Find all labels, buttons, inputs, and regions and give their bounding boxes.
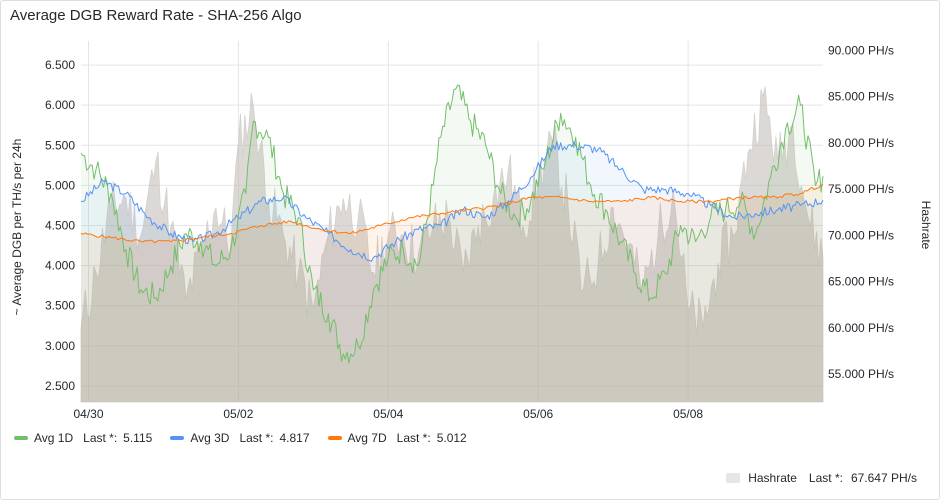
right-tick-label: 90.000 PH/s — [828, 43, 894, 57]
legend-value-avg3d: 4.817 — [279, 431, 310, 445]
avg1d-series-line — [80, 84, 824, 364]
left-tick-label: 6.000 — [45, 98, 75, 112]
legend-value-hashrate: 67.647 PH/s — [850, 471, 917, 485]
right-tick-label: 65.000 PH/s — [828, 275, 894, 289]
legend-label-avg1d: Avg 1D — [34, 431, 74, 445]
legend-item-avg3d[interactable]: Avg 3D Last *: 4.817 — [170, 431, 310, 445]
right-tick-label: 80.000 PH/s — [828, 136, 894, 150]
series-fills — [81, 85, 823, 402]
x-tick-label: 05/06 — [523, 407, 553, 421]
panel-title: Average DGB Reward Rate - SHA-256 Algo — [10, 7, 302, 24]
legend: Avg 1D Last *: 5.115 Avg 3D Last *: 4.81… — [14, 431, 467, 445]
legend-label-hashrate: Hashrate — [748, 471, 797, 485]
legend-item-avg1d[interactable]: Avg 1D Last *: 5.115 — [14, 431, 152, 445]
left-axis-label: ~ Average DGB per TH/s per 24h — [10, 139, 24, 316]
x-tick-label: 05/08 — [673, 407, 703, 421]
right-axis: 55.000 PH/s 60.000 PH/s 65.000 PH/s 70.000 … — [828, 43, 894, 381]
right-tick-label: 60.000 PH/s — [828, 321, 894, 335]
x-tick-label: 05/04 — [373, 407, 403, 421]
legend-swatch-hashrate — [726, 473, 741, 483]
legend-swatch-avg3d — [170, 436, 185, 440]
left-tick-label: 2.500 — [45, 379, 75, 393]
series-lines — [80, 84, 824, 364]
left-tick-label: 3.500 — [45, 299, 75, 313]
left-tick-label: 3.000 — [45, 339, 75, 353]
legend-label-avg3d: Avg 3D — [190, 431, 230, 445]
legend-stat-hashrate: Last *: — [808, 471, 843, 485]
right-tick-label: 75.000 PH/s — [828, 182, 894, 196]
right-tick-label: 55.000 PH/s — [828, 367, 894, 381]
right-axis-label: Hashrate — [919, 201, 933, 250]
left-axis: 2.500 3.000 3.500 4.000 4.500 5.000 5.500 6.000… — [45, 58, 75, 393]
legend-stat-avg1d: Last *: — [83, 431, 118, 445]
x-tick-label: 04/30 — [73, 407, 103, 421]
avg3d-series-fill — [81, 141, 823, 402]
legend-label-avg7d: Avg 7D — [347, 431, 387, 445]
left-tick-label: 4.000 — [45, 259, 75, 273]
avg1d-series-fill — [81, 85, 823, 402]
legend-swatch-avg1d — [14, 436, 28, 440]
avg3d-series-line — [81, 140, 824, 262]
x-tick-label: 05/02 — [223, 407, 253, 421]
legend-item-hashrate[interactable]: Hashrate Last *: 67.647 PH/s — [726, 471, 917, 485]
legend-stat-avg7d: Last *: — [396, 431, 431, 445]
right-tick-label: 85.000 PH/s — [828, 90, 894, 104]
chart-svg: 2.500 3.000 3.500 4.000 4.500 5.000 5.500 6.000… — [10, 41, 933, 421]
x-axis: 04/30 05/02 05/04 05/06 05/08 — [73, 407, 703, 421]
legend-value-avg7d: 5.012 — [436, 431, 467, 445]
left-tick-label: 5.500 — [45, 138, 75, 152]
legend-stat-avg3d: Last *: — [239, 431, 274, 445]
right-tick-label: 70.000 PH/s — [828, 228, 894, 242]
legend-value-avg1d: 5.115 — [123, 431, 153, 445]
legend-item-avg7d[interactable]: Avg 7D Last *: 5.012 — [327, 431, 467, 445]
left-tick-label: 5.000 — [45, 178, 75, 192]
avg7d-series-fill — [81, 184, 823, 402]
legend-swatch-avg7d — [327, 436, 342, 440]
left-tick-label: 4.500 — [45, 219, 75, 233]
left-tick-label: 6.500 — [45, 58, 75, 72]
avg7d-series-line — [80, 183, 824, 244]
